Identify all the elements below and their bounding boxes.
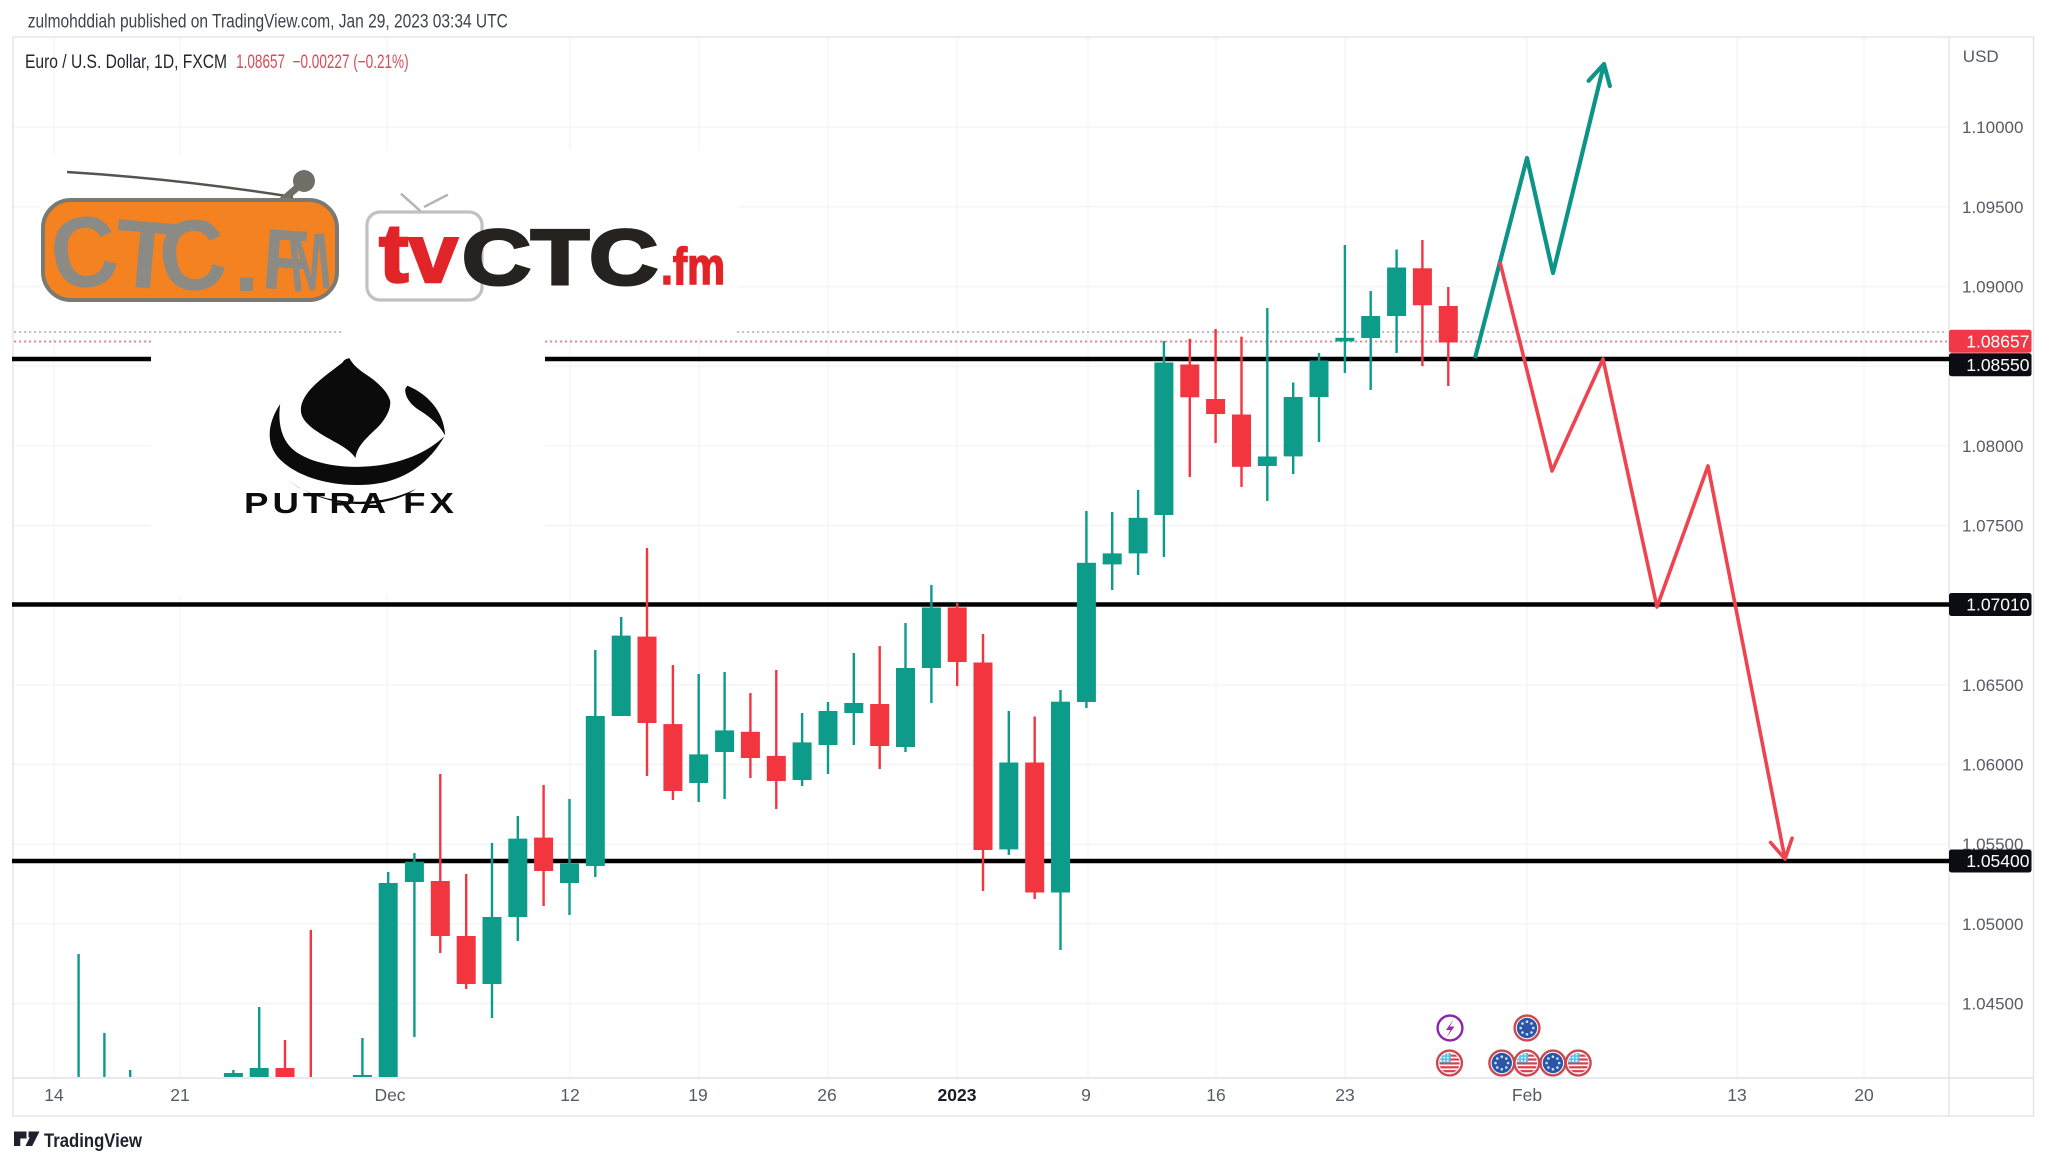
- svg-text:Dec: Dec: [374, 1085, 405, 1105]
- svg-text:26: 26: [817, 1085, 836, 1105]
- svg-text:.: .: [234, 211, 259, 311]
- svg-text:19: 19: [688, 1085, 707, 1105]
- svg-text:tv: tv: [379, 207, 458, 300]
- svg-text:Euro / U.S. Dollar, 1D, FXCM: Euro / U.S. Dollar, 1D, FXCM: [25, 52, 227, 73]
- svg-text:16: 16: [1206, 1085, 1225, 1105]
- svg-text:1.08550: 1.08550: [1966, 355, 2030, 375]
- svg-text:14: 14: [44, 1085, 64, 1105]
- svg-text:9: 9: [1081, 1085, 1091, 1105]
- svg-text:USD: USD: [1963, 47, 1999, 66]
- svg-text:20: 20: [1854, 1085, 1874, 1105]
- svg-text:TradingView: TradingView: [44, 1131, 142, 1152]
- svg-text:zulmohddiah published on Tradi: zulmohddiah published on TradingView.com…: [28, 12, 508, 33]
- svg-text:CTC: CTC: [462, 213, 658, 301]
- svg-text:C: C: [44, 193, 125, 313]
- svg-text:1.09000: 1.09000: [1962, 278, 2023, 297]
- svg-text:12: 12: [560, 1085, 579, 1105]
- svg-text:1.09500: 1.09500: [1962, 198, 2023, 217]
- svg-text:M: M: [285, 217, 335, 310]
- svg-text:1.07010: 1.07010: [1966, 595, 2030, 615]
- svg-text:PUTRA FX: PUTRA FX: [244, 488, 458, 520]
- svg-text:1.05400: 1.05400: [1966, 851, 2030, 871]
- svg-text:T: T: [110, 199, 181, 311]
- svg-text:2023: 2023: [938, 1085, 977, 1105]
- svg-text:F: F: [260, 211, 311, 310]
- svg-text:C: C: [154, 197, 232, 315]
- svg-text:21: 21: [170, 1085, 189, 1105]
- svg-text:1.05500: 1.05500: [1962, 835, 2023, 854]
- svg-text:Feb: Feb: [1512, 1085, 1542, 1105]
- svg-text:1.08657: 1.08657: [1966, 331, 2029, 351]
- svg-text:1.08657 −0.00227 (−0.21%): 1.08657 −0.00227 (−0.21%): [236, 52, 409, 73]
- svg-text:1.07500: 1.07500: [1962, 517, 2023, 536]
- svg-text:1.05000: 1.05000: [1962, 915, 2023, 934]
- svg-text:1.04500: 1.04500: [1962, 995, 2023, 1014]
- svg-text:1.10000: 1.10000: [1962, 118, 2023, 137]
- svg-text:1.08000: 1.08000: [1962, 437, 2023, 456]
- svg-text:23: 23: [1335, 1085, 1354, 1105]
- svg-text:1.06500: 1.06500: [1962, 676, 2023, 695]
- svg-text:.fm: .fm: [661, 238, 725, 296]
- svg-text:1.06000: 1.06000: [1962, 756, 2023, 775]
- svg-text:13: 13: [1727, 1085, 1746, 1105]
